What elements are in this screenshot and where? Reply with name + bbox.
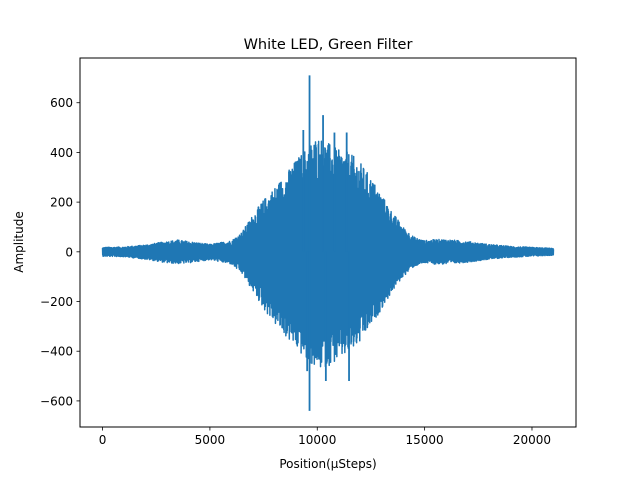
y-tick-label: 400	[50, 146, 73, 160]
x-tick-label: 15000	[406, 433, 444, 447]
plot-frame	[79, 57, 577, 428]
y-axis: −600 −400 −200 0 200 400 600	[40, 96, 80, 408]
y-axis-label: Amplitude	[12, 211, 26, 273]
plot-area	[79, 57, 577, 428]
x-tick-label: 0	[99, 433, 107, 447]
x-tick-label: 10000	[298, 433, 336, 447]
x-axis-label: Position(µSteps)	[279, 457, 376, 471]
y-tick-label: −600	[40, 394, 73, 408]
y-tick-label: 0	[65, 245, 73, 259]
y-tick-label: 600	[50, 96, 73, 110]
series-line	[101, 140, 555, 368]
x-axis: 0 5000 10000 15000 20000	[99, 427, 551, 447]
y-tick-label: −400	[40, 345, 73, 359]
series-layer	[101, 75, 555, 411]
y-tick-label: −200	[40, 295, 73, 309]
chart-title: White LED, Green Filter	[244, 37, 413, 53]
y-tick-label: 200	[50, 196, 73, 210]
x-tick-label: 20000	[513, 433, 551, 447]
x-tick-label: 5000	[195, 433, 226, 447]
